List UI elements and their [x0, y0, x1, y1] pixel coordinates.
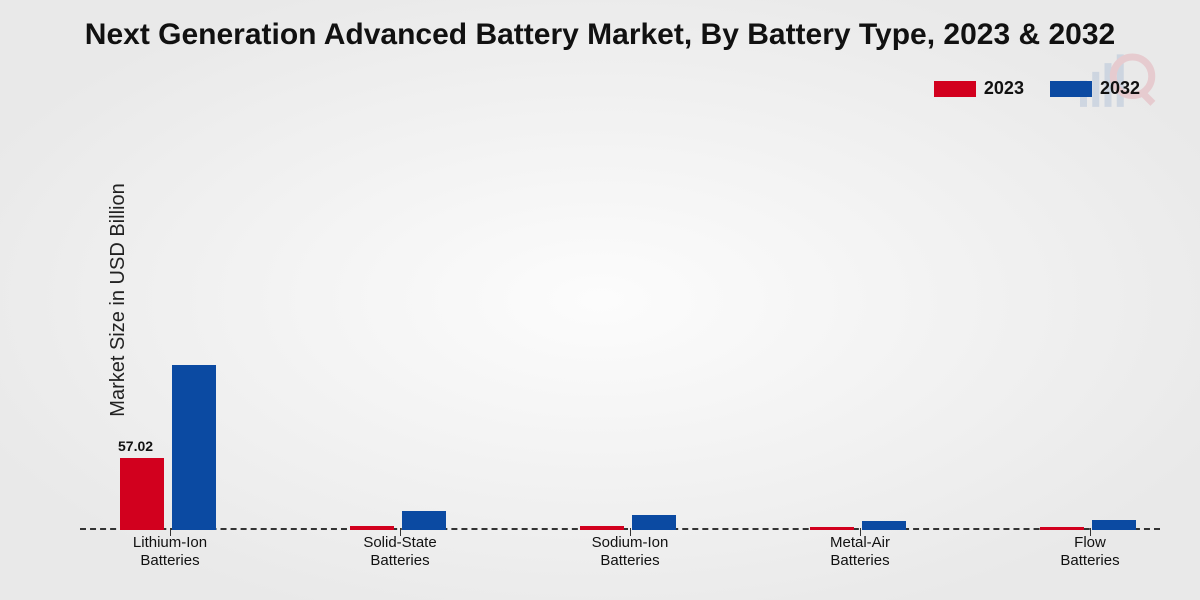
- x-axis-label: Metal-AirBatteries: [790, 534, 930, 570]
- legend-item-2032: 2032: [1050, 78, 1140, 99]
- x-axis-label: FlowBatteries: [1020, 534, 1160, 570]
- bar-2032: [172, 365, 216, 530]
- legend-item-2023: 2023: [934, 78, 1024, 99]
- bar-2032: [862, 521, 906, 530]
- bar-2023: [810, 527, 854, 530]
- legend-label-2032: 2032: [1100, 78, 1140, 99]
- x-axis-label: Sodium-IonBatteries: [560, 534, 700, 570]
- bar-2023: [580, 526, 624, 530]
- bar-2023: [120, 458, 164, 530]
- chart-canvas: Next Generation Advanced Battery Market,…: [0, 0, 1200, 600]
- bar-2032: [402, 511, 446, 530]
- x-axis-label: Lithium-IonBatteries: [100, 534, 240, 570]
- bar-2032: [632, 515, 676, 530]
- legend: 2023 2032: [934, 78, 1140, 99]
- bar-2032: [1092, 520, 1136, 530]
- bar-2023: [1040, 527, 1084, 530]
- legend-swatch-2032: [1050, 81, 1092, 97]
- bar-2023: [350, 526, 394, 530]
- legend-swatch-2023: [934, 81, 976, 97]
- plot-area: 57.02: [80, 150, 1160, 530]
- x-axis-label: Solid-StateBatteries: [330, 534, 470, 570]
- chart-title: Next Generation Advanced Battery Market,…: [0, 18, 1200, 52]
- legend-label-2023: 2023: [984, 78, 1024, 99]
- bar-value-label: 57.02: [118, 438, 153, 454]
